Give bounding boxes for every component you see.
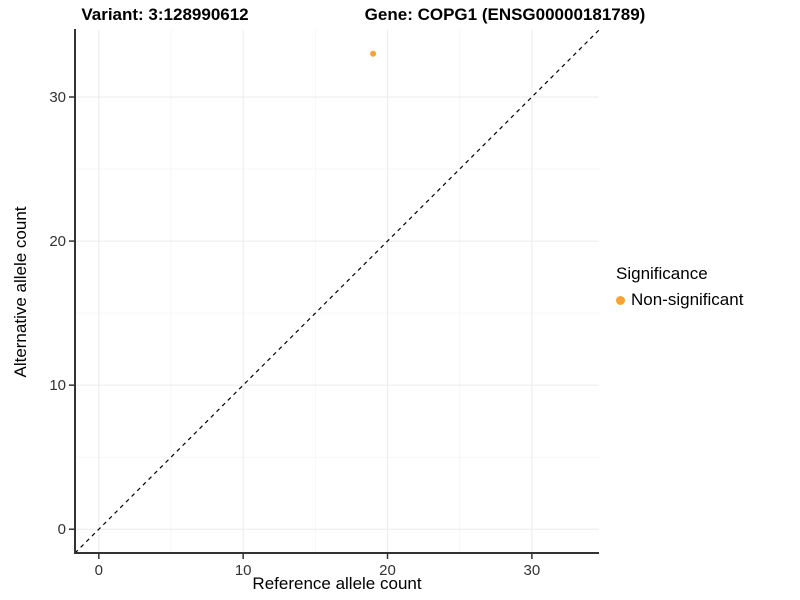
y-tick-label: 10 xyxy=(49,377,66,394)
x-axis-title: Reference allele count xyxy=(252,574,422,593)
x-tick-label: 10 xyxy=(235,562,252,579)
x-tick-label: 30 xyxy=(524,562,541,579)
plot-title-gene: Gene: COPG1 (ENSG00000181789) xyxy=(364,5,646,24)
x-tick-label: 20 xyxy=(379,562,396,579)
plot-title-variant: Variant: 3:128990612 xyxy=(81,5,249,24)
legend-entry-label: Non-significant xyxy=(631,290,744,309)
y-tick-label: 30 xyxy=(49,89,66,106)
legend-title: Significance xyxy=(616,264,708,283)
y-tick-label: 20 xyxy=(49,233,66,250)
y-tick-label: 0 xyxy=(58,521,66,538)
legend-entry-non-significant: Non-significant xyxy=(616,290,743,310)
legend: Significance Non-significant xyxy=(616,264,743,310)
data-point xyxy=(370,50,377,57)
y-axis-title: Alternative allele count xyxy=(11,206,30,378)
x-tick-label: 0 xyxy=(95,562,103,579)
identity-line xyxy=(74,29,600,554)
legend-key-point-icon xyxy=(616,295,625,305)
